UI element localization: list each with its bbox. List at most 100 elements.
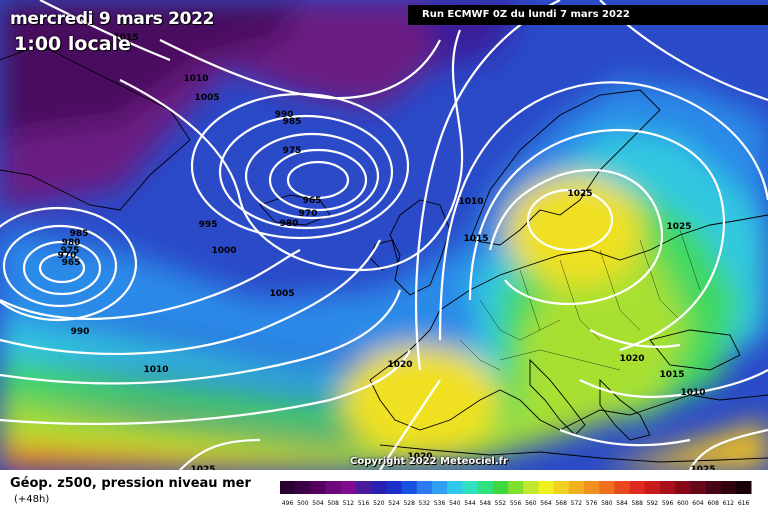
scale-label: 600 [677, 500, 689, 507]
scale-label: 532 [419, 500, 431, 507]
forecast-time: 1:00 locale [14, 33, 131, 55]
scale-label: 540 [449, 500, 461, 507]
scale-swatch [599, 481, 615, 494]
run-banner: Run ECMWF 0Z du lundi 7 mars 2022 [408, 5, 768, 25]
scale-label: 580 [601, 500, 613, 507]
scale-label: 500 [297, 500, 309, 507]
isobar-label: 1010 [680, 388, 705, 398]
isobar-label: 1020 [619, 354, 644, 364]
scale-label: 516 [358, 500, 370, 507]
pressure-chart: 1010 1005 990 985 975 965 970 980 995 10… [0, 0, 768, 470]
scale-swatch [340, 481, 357, 494]
isobar-label: 1020 [407, 452, 432, 462]
scale-label: 592 [647, 500, 659, 507]
isobar-label: 975 [61, 246, 80, 256]
scale-label: 512 [343, 500, 355, 507]
scale-swatch [310, 481, 326, 494]
isobar-label: 970 [58, 251, 77, 261]
scale-swatch [447, 481, 463, 494]
scale-label: 552 [495, 500, 507, 507]
run-label: Run ECMWF 0Z du lundi 7 mars 2022 [422, 9, 630, 20]
scale-swatch [720, 481, 737, 494]
isobar-label: 965 [303, 196, 322, 206]
isobar-label: 975 [283, 146, 302, 156]
isobar-label: 1015 [463, 234, 488, 244]
scale-swatch [568, 481, 585, 494]
scale-label: 504 [312, 500, 324, 507]
scale-label: 616 [738, 500, 750, 507]
scale-swatch [432, 481, 448, 494]
legend-subtitle: (+48h) [14, 494, 50, 505]
isobar-label: 1015 [659, 370, 684, 380]
scale-swatch [675, 481, 691, 494]
scale-label: 496 [282, 500, 294, 507]
isobar-label: 980 [280, 219, 299, 229]
scale-label: 612 [723, 500, 735, 507]
scale-swatch [371, 481, 387, 494]
isobar-label: 1005 [194, 93, 219, 103]
scale-swatch [660, 481, 676, 494]
scale-swatch [462, 481, 478, 494]
isobar-label: 1010 [183, 74, 208, 84]
isobar-label: 995 [199, 220, 218, 230]
scale-swatch [280, 481, 296, 494]
scale-label: 544 [464, 500, 476, 507]
isobar-label: 985 [283, 117, 302, 127]
color-scale: 496 500 504 508 512 516 520 524 528 532 536 540 544 5… [280, 481, 752, 507]
scale-swatch [614, 481, 630, 494]
scale-label: 584 [616, 500, 628, 507]
scale-label: 560 [525, 500, 537, 507]
isobars [0, 0, 768, 470]
scale-label: 528 [403, 500, 415, 507]
isobar-label: 1015 [113, 33, 138, 43]
isobar-label: 1025 [666, 222, 691, 232]
isobar-label: 965 [62, 258, 81, 268]
isobar-label: 1020 [387, 360, 412, 370]
scale-label: 508 [327, 500, 339, 507]
scale-label: 572 [571, 500, 583, 507]
scale-label: 576 [586, 500, 598, 507]
isobar-label: 985 [70, 229, 89, 239]
scale-swatch [690, 481, 706, 494]
scale-swatch [584, 481, 600, 494]
isobar-label: 1025 [690, 465, 715, 470]
isobar-label: 1000 [211, 246, 236, 256]
scale-label: 604 [692, 500, 704, 507]
scale-label: 568 [555, 500, 567, 507]
forecast-date: mercredi 9 mars 2022 [10, 9, 215, 29]
scale-swatch [416, 481, 433, 494]
scale-swatch [325, 481, 342, 494]
legend-title: Géop. z500, pression niveau mer [10, 476, 251, 491]
scale-swatch [356, 481, 372, 494]
scale-swatch [492, 481, 509, 494]
scale-label: 536 [434, 500, 446, 507]
scale-swatch [386, 481, 402, 494]
scale-swatch [629, 481, 646, 494]
isobar-labels: 1010 1005 990 985 975 965 970 980 995 10… [58, 33, 716, 470]
scale-swatch [523, 481, 539, 494]
weather-map: 1010 1005 990 985 975 965 970 980 995 10… [0, 0, 768, 470]
scale-swatch [477, 481, 494, 494]
isobar-label: 990 [71, 327, 90, 337]
scale-label: 564 [540, 500, 552, 507]
isobar-label: 990 [275, 110, 294, 120]
scale-swatch [736, 481, 752, 494]
scale-swatch [538, 481, 554, 494]
isobar-label: 980 [62, 238, 81, 248]
isobar-label: 1010 [143, 365, 168, 375]
isobar-label: 970 [299, 209, 318, 219]
scale-label: 596 [662, 500, 674, 507]
scale-label: 548 [479, 500, 491, 507]
scale-swatch [508, 481, 524, 494]
scale-label: 588 [631, 500, 643, 507]
scale-label: 608 [707, 500, 719, 507]
scale-label: 556 [510, 500, 522, 507]
scale-swatch [295, 481, 311, 494]
isobar-label: 1005 [269, 289, 294, 299]
scale-swatch [553, 481, 570, 494]
isobar-label: 1025 [190, 465, 215, 470]
scale-label: 520 [373, 500, 385, 507]
scale-swatch [644, 481, 661, 494]
scale-label: 524 [388, 500, 400, 507]
isobar-label: 1010 [458, 197, 483, 207]
